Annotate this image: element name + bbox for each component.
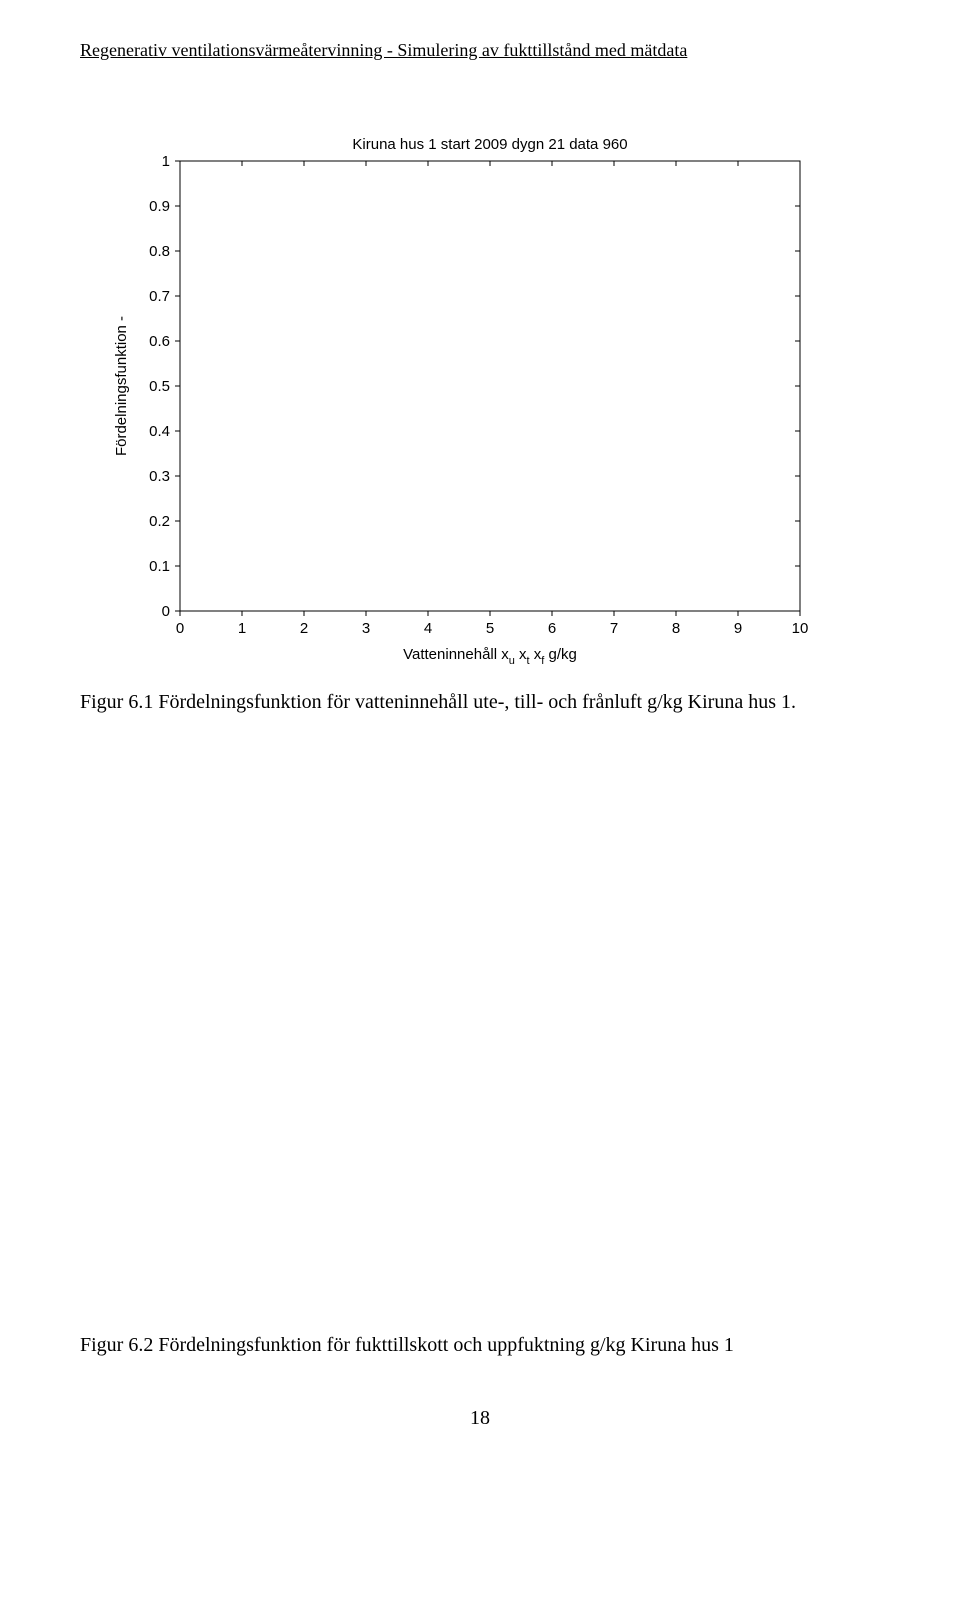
svg-text:0.1: 0.1 xyxy=(149,558,170,575)
svg-text:7: 7 xyxy=(610,620,618,637)
svg-text:2: 2 xyxy=(300,620,308,637)
svg-text:6: 6 xyxy=(548,620,556,637)
svg-text:1: 1 xyxy=(238,620,246,637)
svg-text:0.5: 0.5 xyxy=(149,378,170,395)
chart-1: 0 1 2 3 4 5 6 7 8 9 10 0 0.1 0.2 0.3 0.4 0.5 0.6 0.7 0.8 0.9… xyxy=(80,121,880,681)
svg-text:3: 3 xyxy=(362,620,370,637)
svg-text:4: 4 xyxy=(424,620,432,637)
svg-text:0.9: 0.9 xyxy=(149,198,170,215)
chart-2 xyxy=(80,764,880,1324)
svg-text:10: 10 xyxy=(792,620,809,637)
svg-text:0.3: 0.3 xyxy=(149,468,170,485)
chart-1-caption: Figur 6.1 Fördelningsfunktion för vatten… xyxy=(80,691,880,714)
svg-text:0.8: 0.8 xyxy=(149,243,170,260)
svg-text:0.2: 0.2 xyxy=(149,513,170,530)
svg-text:0: 0 xyxy=(176,620,184,637)
page-header: Regenerativ ventilationsvärmeåtervinning… xyxy=(80,30,880,61)
svg-text:Fördelningsfunktion -: Fördelningsfunktion - xyxy=(113,316,130,456)
svg-text:Vatteninnehåll xu xt xf g/kg: Vatteninnehåll xu xt xf g/kg xyxy=(403,646,577,667)
svg-text:1: 1 xyxy=(162,153,170,170)
svg-text:0: 0 xyxy=(162,603,170,620)
svg-text:5: 5 xyxy=(486,620,494,637)
svg-text:Kiruna hus 1 start 2009 dy: Kiruna hus 1 start 2009 dygn 21 data 960 xyxy=(352,136,627,153)
svg-text:9: 9 xyxy=(734,620,742,637)
svg-text:8: 8 xyxy=(672,620,680,637)
chart-2-caption: Figur 6.2 Fördelningsfunktion för fuktti… xyxy=(80,1334,880,1357)
svg-text:0.7: 0.7 xyxy=(149,288,170,305)
svg-text:0.6: 0.6 xyxy=(149,333,170,350)
svg-text:0.4: 0.4 xyxy=(149,423,170,440)
page-number: 18 xyxy=(80,1407,880,1430)
